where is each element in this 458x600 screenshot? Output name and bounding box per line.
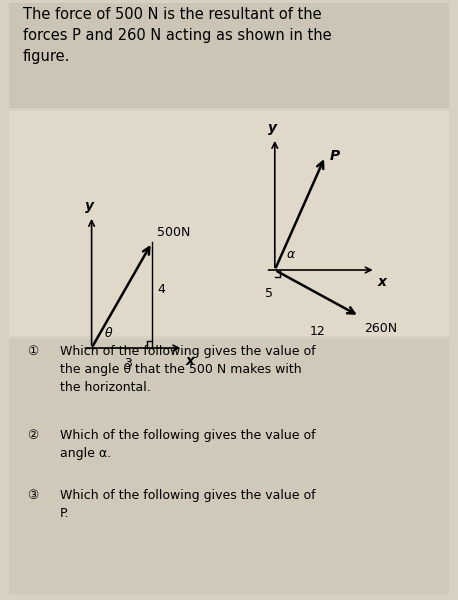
FancyBboxPatch shape [9, 111, 449, 336]
Text: 5: 5 [265, 287, 273, 299]
Text: $\theta$: $\theta$ [104, 326, 114, 340]
Text: 3: 3 [124, 357, 132, 370]
Text: Which of the following gives the value of
the angle θ that the 500 N makes with
: Which of the following gives the value o… [60, 345, 315, 394]
FancyBboxPatch shape [9, 339, 449, 594]
Text: 12: 12 [309, 325, 325, 338]
Text: ③: ③ [27, 489, 39, 502]
Text: Which of the following gives the value of
angle α.: Which of the following gives the value o… [60, 429, 315, 460]
Text: 500N: 500N [157, 226, 190, 239]
Text: y: y [268, 121, 277, 135]
Text: Which of the following gives the value of
P.: Which of the following gives the value o… [60, 489, 315, 520]
Text: 4: 4 [158, 283, 165, 296]
Text: The force of 500 N is the resultant of the
forces P and 260 N acting as shown in: The force of 500 N is the resultant of t… [23, 7, 332, 64]
Text: x: x [378, 275, 387, 289]
Text: P: P [330, 149, 340, 163]
Text: 260N: 260N [364, 322, 397, 335]
FancyBboxPatch shape [9, 3, 449, 108]
Text: y: y [85, 199, 94, 213]
Text: ②: ② [27, 429, 39, 442]
Text: x: x [185, 354, 195, 368]
Text: ①: ① [27, 345, 39, 358]
Text: $\alpha$: $\alpha$ [286, 248, 296, 261]
